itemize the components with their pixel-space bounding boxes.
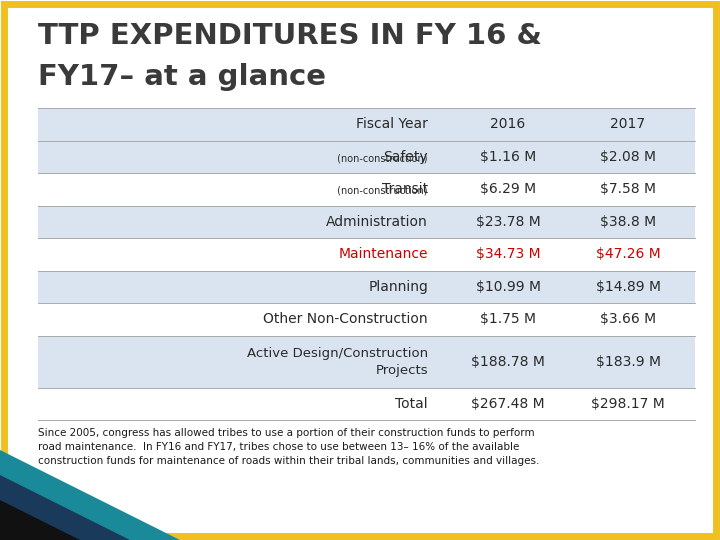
Bar bbox=[38, 271, 695, 303]
Text: Fiscal Year: Fiscal Year bbox=[356, 117, 428, 131]
Text: TTP EXPENDITURES IN FY 16 &: TTP EXPENDITURES IN FY 16 & bbox=[38, 22, 542, 50]
Text: Since 2005, congress has allowed tribes to use a portion of their construction f: Since 2005, congress has allowed tribes … bbox=[38, 428, 539, 466]
Text: $1.75 M: $1.75 M bbox=[480, 312, 536, 326]
Bar bbox=[38, 108, 695, 140]
Text: Other Non-Construction: Other Non-Construction bbox=[264, 312, 428, 326]
Bar bbox=[38, 173, 695, 206]
Text: $7.58 M: $7.58 M bbox=[600, 183, 656, 196]
Bar bbox=[38, 206, 695, 238]
Polygon shape bbox=[0, 450, 180, 540]
Text: Active Design/Construction: Active Design/Construction bbox=[247, 347, 428, 360]
Bar bbox=[38, 238, 695, 271]
Text: $34.73 M: $34.73 M bbox=[476, 247, 540, 261]
Text: Administration: Administration bbox=[326, 215, 428, 229]
Text: $38.8 M: $38.8 M bbox=[600, 215, 656, 229]
Bar bbox=[38, 388, 695, 420]
Text: $47.26 M: $47.26 M bbox=[595, 247, 660, 261]
Bar bbox=[38, 335, 695, 388]
Text: Planning: Planning bbox=[368, 280, 428, 294]
Text: Safety: Safety bbox=[383, 150, 428, 164]
Text: $23.78 M: $23.78 M bbox=[476, 215, 541, 229]
Text: $298.17 M: $298.17 M bbox=[591, 397, 665, 411]
Text: FY17– at a glance: FY17– at a glance bbox=[38, 63, 326, 91]
Text: Transit: Transit bbox=[382, 183, 428, 196]
Text: $2.08 M: $2.08 M bbox=[600, 150, 656, 164]
Bar bbox=[38, 140, 695, 173]
Polygon shape bbox=[0, 500, 80, 540]
Text: $1.16 M: $1.16 M bbox=[480, 150, 536, 164]
Text: $14.89 M: $14.89 M bbox=[595, 280, 660, 294]
Text: $183.9 M: $183.9 M bbox=[595, 354, 660, 368]
Polygon shape bbox=[0, 475, 130, 540]
Text: $6.29 M: $6.29 M bbox=[480, 183, 536, 196]
Text: Maintenance: Maintenance bbox=[338, 247, 428, 261]
Text: $188.78 M: $188.78 M bbox=[471, 354, 545, 368]
Bar bbox=[38, 303, 695, 335]
Text: $10.99 M: $10.99 M bbox=[475, 280, 541, 294]
Text: 2016: 2016 bbox=[490, 117, 526, 131]
Text: $3.66 M: $3.66 M bbox=[600, 312, 656, 326]
Text: (non-construction): (non-construction) bbox=[335, 153, 428, 163]
Text: Projects: Projects bbox=[375, 364, 428, 377]
Text: (non-construction): (non-construction) bbox=[335, 186, 428, 195]
Text: $267.48 M: $267.48 M bbox=[471, 397, 545, 411]
Text: 2017: 2017 bbox=[611, 117, 646, 131]
Text: Total: Total bbox=[395, 397, 428, 411]
